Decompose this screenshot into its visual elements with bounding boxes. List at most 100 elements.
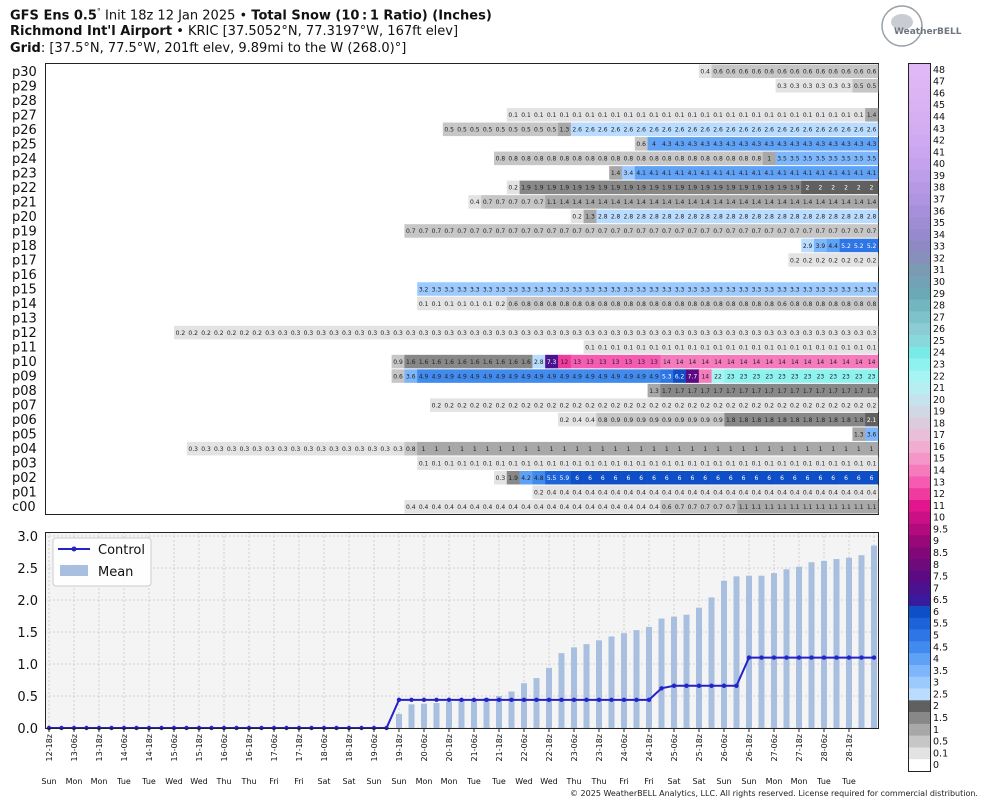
heatmap-cell-value: 0.3 bbox=[828, 330, 838, 337]
heatmap-cell-value: 0.9 bbox=[649, 417, 659, 424]
heatmap-cell-value: 4.9 bbox=[649, 373, 659, 380]
heatmap-cell bbox=[634, 325, 648, 340]
legend-mean-label: Mean bbox=[98, 565, 133, 580]
heatmap-cell-value: 2.6 bbox=[598, 127, 608, 134]
heatmap-cell-value: 14 bbox=[855, 359, 863, 366]
heatmap-cell-value: 0.5 bbox=[444, 127, 454, 134]
heatmap-cell bbox=[788, 470, 802, 485]
heatmap-cell-value: 4.9 bbox=[444, 373, 454, 380]
heatmap-cell-value: 2 bbox=[818, 185, 822, 192]
heatmap-cell bbox=[596, 151, 610, 166]
mean-bar bbox=[821, 560, 827, 728]
heatmap-cell bbox=[801, 151, 815, 166]
heatmap-cell-value: 0.1 bbox=[572, 460, 582, 467]
heatmap-cell-value: 1 bbox=[486, 446, 490, 453]
heatmap-cell-value: 1.4 bbox=[560, 199, 570, 206]
heatmap-cell-value: 1.9 bbox=[572, 185, 582, 192]
heatmap-cell-value: 0.2 bbox=[739, 402, 749, 409]
heatmap-cell-value: 2 bbox=[844, 185, 848, 192]
heatmap-cell bbox=[698, 166, 712, 180]
heatmap-cell bbox=[660, 224, 674, 238]
heatmap-cell-value: 1.6 bbox=[508, 359, 518, 366]
heatmap-cell-value: 3.4 bbox=[624, 170, 634, 177]
heatmap-cell-value: 4.9 bbox=[432, 373, 442, 380]
day-label: Sun bbox=[716, 777, 731, 786]
day-label: Thu bbox=[215, 777, 231, 786]
heatmap-cell bbox=[865, 122, 879, 137]
heatmap-cell bbox=[634, 499, 648, 514]
heatmap-cell-value: 0.1 bbox=[675, 112, 685, 119]
heatmap-cell bbox=[698, 296, 712, 311]
day-label: Sat bbox=[692, 777, 705, 786]
heatmap-cell-value: 4.9 bbox=[496, 373, 506, 380]
colorbar-label: 43 bbox=[933, 124, 945, 135]
heatmap-cell bbox=[583, 282, 597, 296]
heatmap-cell bbox=[775, 224, 789, 238]
heatmap-cell bbox=[762, 296, 776, 311]
heatmap-cell-value: 1.4 bbox=[636, 199, 646, 206]
heatmap-cell-value: 4.9 bbox=[572, 373, 582, 380]
heatmap-cell-value: 3.3 bbox=[585, 286, 595, 293]
heatmap-cell-value: 4.1 bbox=[739, 170, 749, 177]
heatmap-cell-value: 4.3 bbox=[854, 141, 864, 148]
heatmap-cell-value: 1 bbox=[524, 446, 528, 453]
heatmap-cell-value: 1.8 bbox=[777, 417, 787, 424]
heatmap-cell-value: 1.1 bbox=[854, 504, 864, 511]
heatmap-cell bbox=[532, 108, 546, 122]
heatmap-cell-value: 0.3 bbox=[316, 446, 326, 453]
day-label: Tue bbox=[816, 777, 831, 786]
heatmap-cell bbox=[609, 398, 623, 412]
heatmap-cell-value: 0.2 bbox=[227, 330, 237, 337]
heatmap-cell bbox=[737, 456, 751, 470]
heatmap-cell-value: 0.1 bbox=[739, 460, 749, 467]
heatmap-cell-value: 0.1 bbox=[713, 112, 723, 119]
heatmap-cell bbox=[775, 325, 789, 340]
heatmap-cell-value: 0.1 bbox=[803, 112, 813, 119]
heatmap-cell-value: 0.3 bbox=[803, 330, 813, 337]
colorbar-label: 29 bbox=[933, 289, 945, 300]
heatmap-cell-value: 0.6 bbox=[508, 301, 518, 308]
heatmap-cell-value: 0.4 bbox=[521, 504, 531, 511]
heatmap-cell bbox=[711, 383, 725, 398]
heatmap-cell bbox=[750, 64, 764, 79]
heatmap-cell-value: 0.3 bbox=[508, 330, 518, 337]
heatmap-cell-value: 1 bbox=[754, 446, 758, 453]
heatmap-cell bbox=[762, 108, 776, 122]
heatmap-cell bbox=[775, 441, 789, 456]
heatmap-cell bbox=[788, 499, 802, 514]
heatmap-cell bbox=[865, 64, 879, 79]
heatmap-cell-value: 1.4 bbox=[688, 199, 698, 206]
header-line-1: GFS Ens 0.5° Init 18z 12 Jan 2025 • Tota… bbox=[10, 7, 492, 24]
heatmap-cell-value: 0.9 bbox=[675, 417, 685, 424]
heatmap-cell bbox=[814, 195, 828, 209]
heatmap-cell bbox=[468, 282, 482, 296]
heatmap-cell bbox=[788, 340, 802, 354]
heatmap-cell bbox=[442, 398, 456, 412]
heatmap-cell-value: 0.4 bbox=[713, 490, 723, 497]
heatmap-cell bbox=[558, 151, 572, 166]
mean-bar bbox=[571, 647, 577, 728]
heatmap-cell-value: 0.3 bbox=[521, 330, 531, 337]
heatmap-cell-value: 0.9 bbox=[713, 417, 723, 424]
heatmap-cell bbox=[647, 282, 661, 296]
colorbar-label: 6 bbox=[933, 607, 939, 618]
heatmap-cell-value: 0.6 bbox=[713, 69, 723, 76]
heatmap-cell-value: 0.4 bbox=[867, 490, 877, 497]
heatmap-cell-value: 1.9 bbox=[790, 185, 800, 192]
heatmap-cell bbox=[686, 398, 700, 412]
heatmap-cell bbox=[775, 296, 789, 311]
member-label: p29 bbox=[12, 79, 37, 94]
heatmap-cell bbox=[622, 296, 636, 311]
heatmap-cell bbox=[519, 151, 533, 166]
heatmap-cell bbox=[737, 224, 751, 238]
heatmap-cell-value: 3.3 bbox=[803, 286, 813, 293]
heatmap-cell-value: 0.1 bbox=[444, 301, 454, 308]
heatmap-cell bbox=[366, 325, 380, 340]
heatmap-cell-value: 0.2 bbox=[547, 402, 557, 409]
heatmap-cell-value: 3.3 bbox=[828, 286, 838, 293]
heatmap-cell bbox=[852, 340, 866, 354]
heatmap-cell-value: 2.8 bbox=[534, 359, 544, 366]
heatmap-cell-value: 3.3 bbox=[470, 286, 480, 293]
heatmap-cell bbox=[570, 441, 584, 456]
